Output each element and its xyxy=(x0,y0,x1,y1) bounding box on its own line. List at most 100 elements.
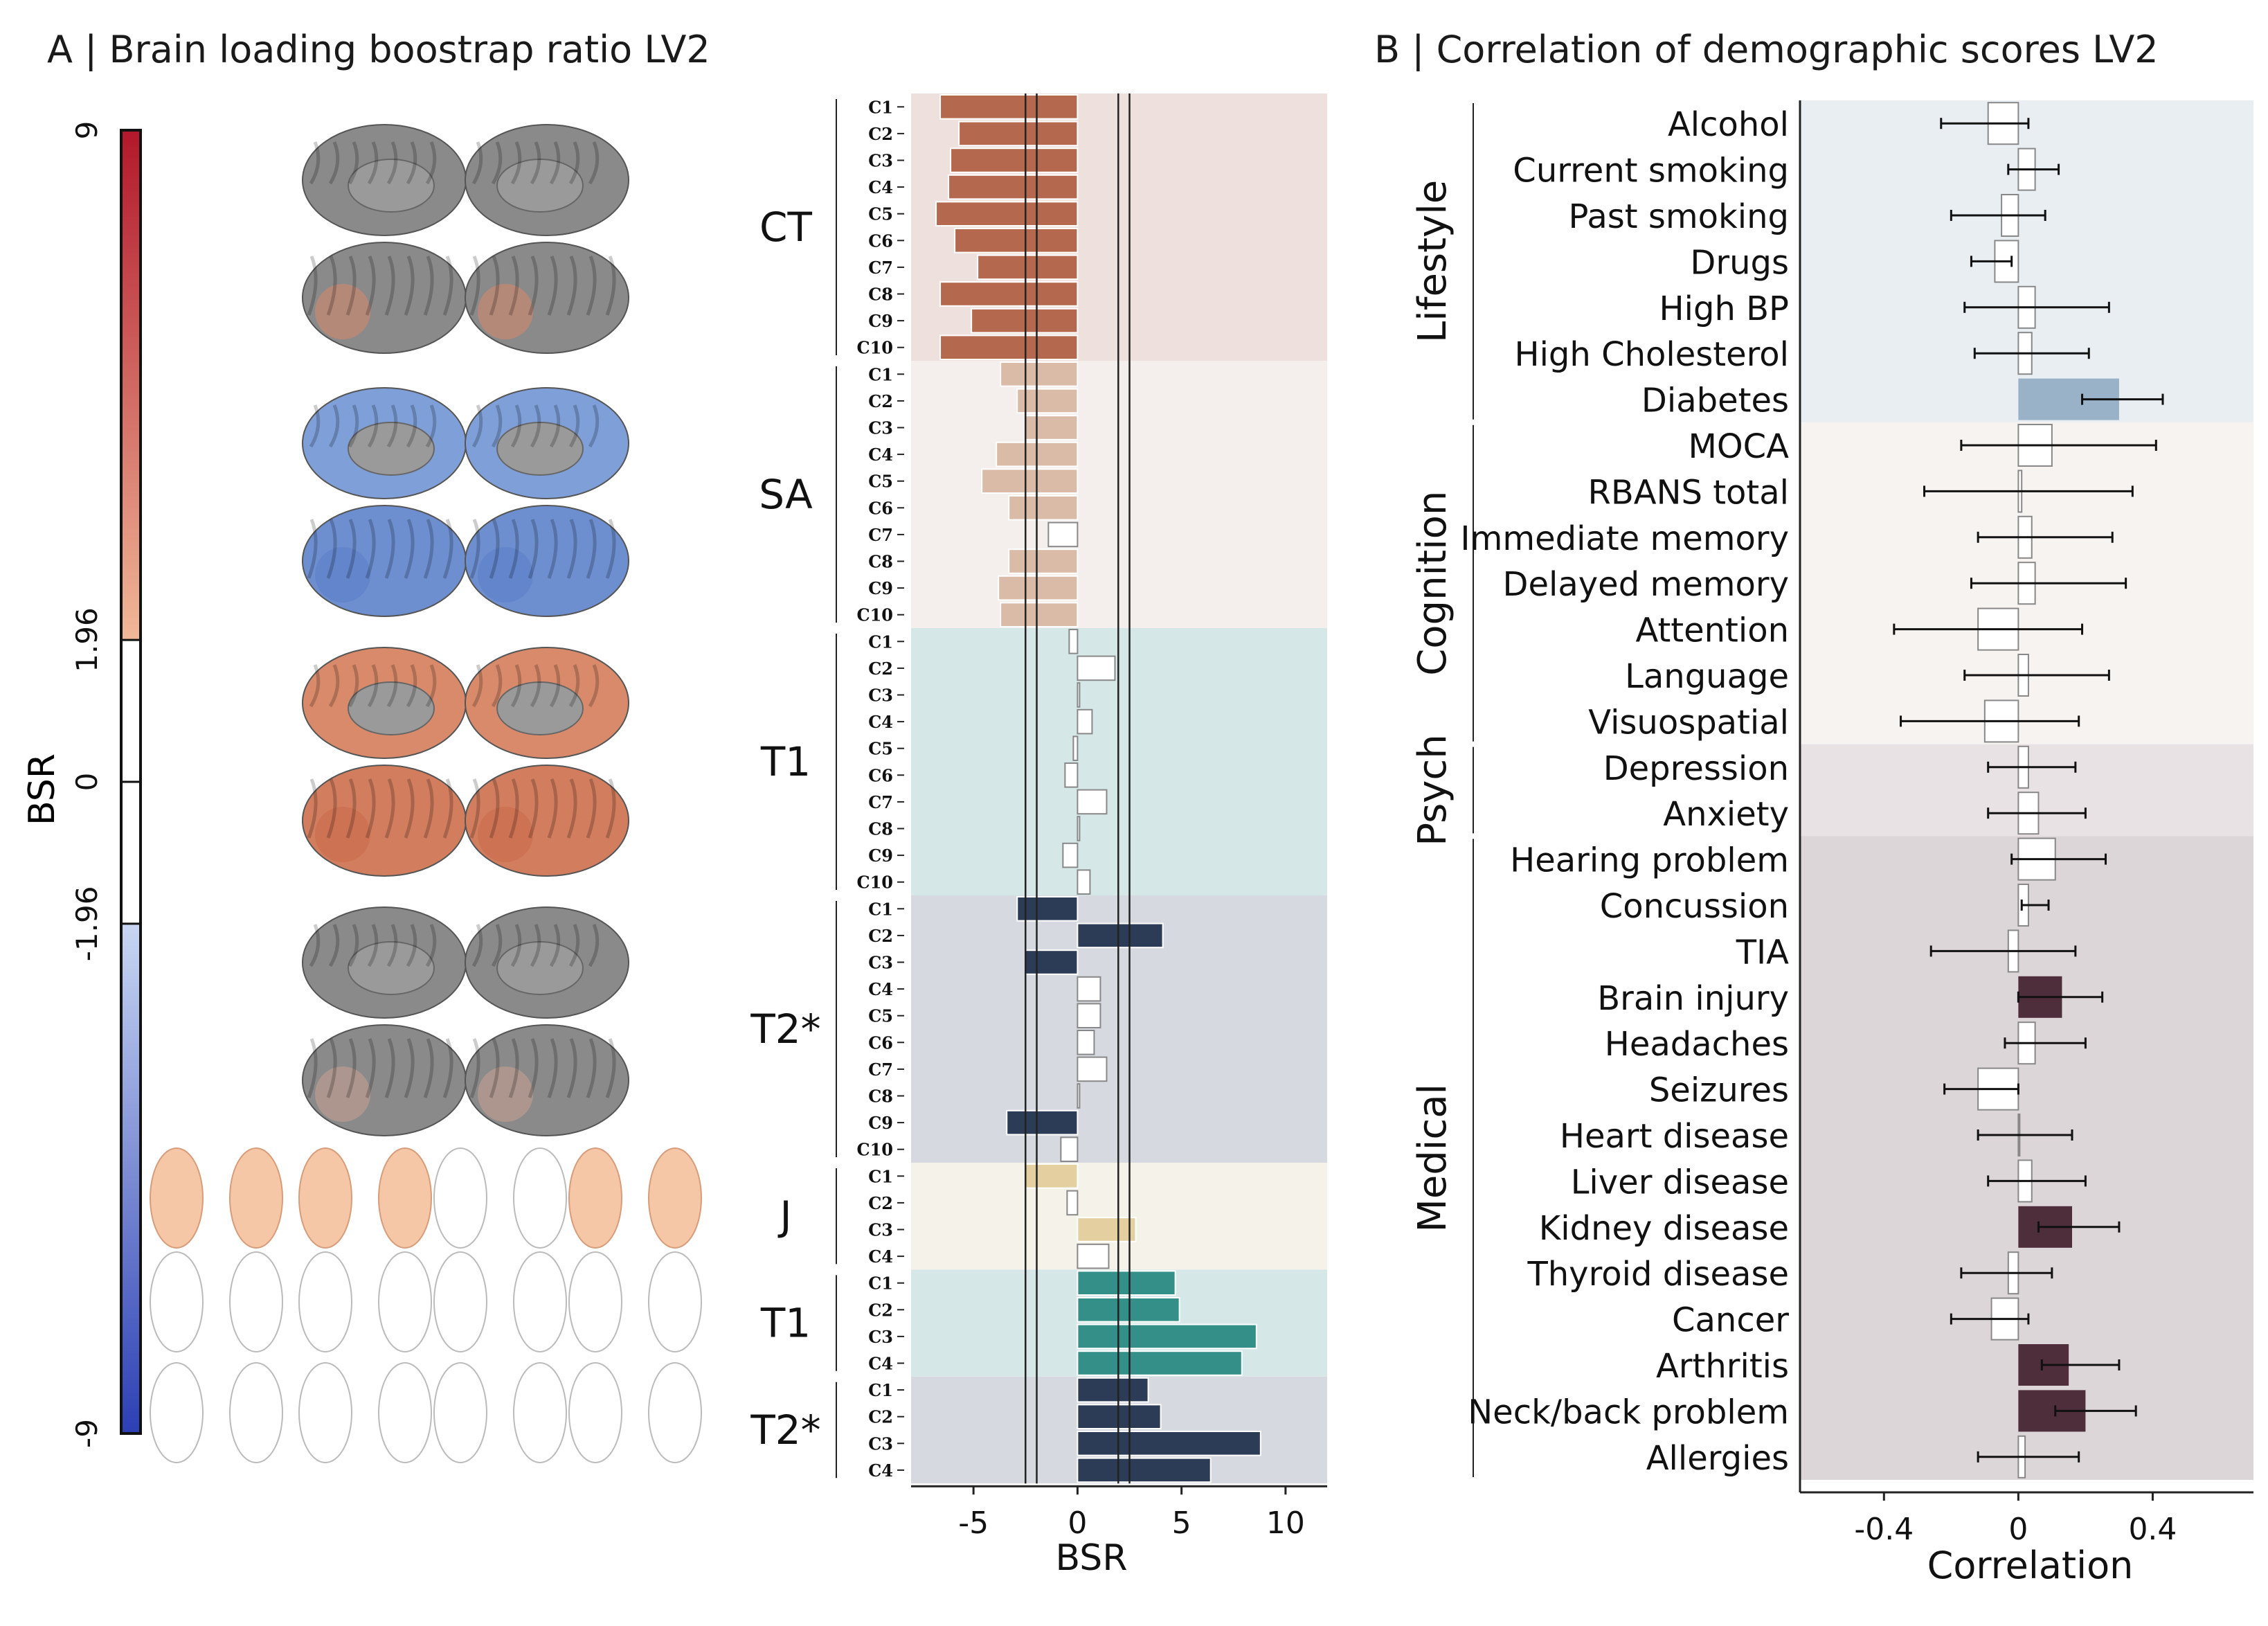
brain-sulcus xyxy=(404,256,415,316)
category-label: C1 xyxy=(868,97,893,117)
subcortical-structure xyxy=(433,1251,487,1352)
brain-sulcus xyxy=(406,924,417,967)
category-label: C2 xyxy=(868,391,893,411)
brain-sulcus xyxy=(586,778,597,839)
brain-sulcus xyxy=(510,664,522,708)
brain-sulcus xyxy=(442,519,453,579)
bsr-bar xyxy=(1077,869,1091,895)
subcortical-structure xyxy=(229,1147,283,1249)
bsr-bar xyxy=(1068,629,1079,654)
bsr-bar xyxy=(1077,1243,1110,1269)
subcortical-structure xyxy=(229,1251,283,1352)
category-label: C5 xyxy=(868,739,893,759)
category-label: C1 xyxy=(868,364,893,384)
brain-sulcus xyxy=(588,924,600,967)
brain-sulcus xyxy=(309,141,321,185)
category-label: C3 xyxy=(868,1220,893,1240)
brain-sulcus xyxy=(442,256,453,316)
brain-medial-wall xyxy=(348,422,435,476)
brain-sulcus xyxy=(549,141,561,185)
variable-label: Diabetes xyxy=(1641,382,1789,420)
brain-sulcus xyxy=(425,141,437,185)
category-label: C5 xyxy=(868,1006,893,1026)
brain-sulcus xyxy=(309,924,321,967)
brain-sulcus xyxy=(586,256,597,316)
brain-sulcus xyxy=(528,519,539,579)
category-label: C7 xyxy=(868,525,893,545)
subcortical-structure xyxy=(568,1147,622,1249)
category-label: C10 xyxy=(857,338,894,358)
variable-label: Immediate memory xyxy=(1460,519,1789,558)
brain-sulcus xyxy=(404,519,415,579)
brain-region-highlight xyxy=(478,1066,533,1122)
bsr-bar xyxy=(1077,1270,1176,1296)
subcortical-renders xyxy=(150,1147,702,1463)
x-tick-label: -5 xyxy=(958,1506,989,1541)
subcortical-structure xyxy=(298,1251,352,1352)
x-axis-label: BSR xyxy=(1056,1537,1128,1579)
x-tick-label: 0 xyxy=(1068,1506,1087,1541)
brain-sulcus xyxy=(469,256,480,316)
bsr-bar xyxy=(958,120,1079,147)
brain-region-highlight xyxy=(315,284,370,339)
group-label: T1 xyxy=(760,1300,811,1347)
brain-sulcus xyxy=(469,1038,480,1098)
subcortical-structure xyxy=(378,1251,432,1352)
brain-region-highlight xyxy=(315,1066,370,1122)
brain-medial-wall xyxy=(496,681,584,735)
category-label: C2 xyxy=(868,1300,893,1320)
bsr-bar xyxy=(1006,1109,1079,1136)
bsr-bar xyxy=(1016,896,1079,922)
brain-sulcus xyxy=(367,664,379,708)
brain-sulcus xyxy=(442,778,453,839)
bsr-bar xyxy=(1064,762,1079,788)
brain-sulcus xyxy=(471,924,483,967)
bsr-bar xyxy=(998,575,1079,601)
brain-sulcus xyxy=(386,141,398,185)
category-label: C5 xyxy=(868,472,893,492)
bsr-bar xyxy=(1077,789,1108,815)
category-label: C9 xyxy=(868,846,893,866)
bsr-bar xyxy=(1016,388,1079,414)
bsr-bar xyxy=(954,228,1079,253)
colorbar: 9 1.96 0 -1.96 -9 BSR xyxy=(21,121,142,1448)
brain-sulcus xyxy=(605,256,616,316)
brain-region-highlight xyxy=(315,807,370,862)
subcortical-structure xyxy=(298,1147,352,1249)
group-label: Medical xyxy=(1410,1084,1455,1233)
variable-label: Headaches xyxy=(1605,1025,1789,1064)
bsr-bar xyxy=(977,254,1079,280)
brain-sulcus xyxy=(566,1038,577,1098)
brain-sulcus xyxy=(588,404,600,448)
bsr-bar xyxy=(1077,1377,1149,1403)
category-label: C4 xyxy=(868,1354,893,1374)
brain-sulcus xyxy=(528,778,539,839)
category-label: C6 xyxy=(868,498,893,518)
brain-sulcus xyxy=(345,519,357,579)
bsr-bar xyxy=(1077,922,1164,949)
brain-sulcus xyxy=(386,924,398,967)
brain-sulcus xyxy=(568,404,580,448)
group-label: SA xyxy=(759,471,813,518)
brain-sulcus xyxy=(510,924,522,967)
bsr-bar xyxy=(948,174,1079,200)
bsr-bar xyxy=(1077,1056,1108,1082)
brain-sulcus xyxy=(547,778,558,839)
category-label: C4 xyxy=(868,1460,893,1481)
brain-sulcus xyxy=(423,778,434,839)
brain-sulcus xyxy=(588,141,600,185)
brain-medial-wall xyxy=(348,681,435,735)
colorbar-tick-label: 1.96 xyxy=(70,607,104,672)
brain-sulcus xyxy=(568,924,580,967)
category-label: C6 xyxy=(868,765,893,785)
brain-sulcus xyxy=(442,1038,453,1098)
variable-label: Cancer xyxy=(1672,1301,1789,1340)
brain-sulcus xyxy=(471,664,483,708)
bsr-bar xyxy=(939,281,1079,307)
category-label: C3 xyxy=(868,1433,893,1454)
subcortical-structure xyxy=(298,1362,352,1463)
subcortical-structure xyxy=(648,1147,702,1249)
brain-sulcus xyxy=(489,778,500,839)
brain-medial-wall xyxy=(348,159,435,213)
brain-sulcus xyxy=(425,664,437,708)
